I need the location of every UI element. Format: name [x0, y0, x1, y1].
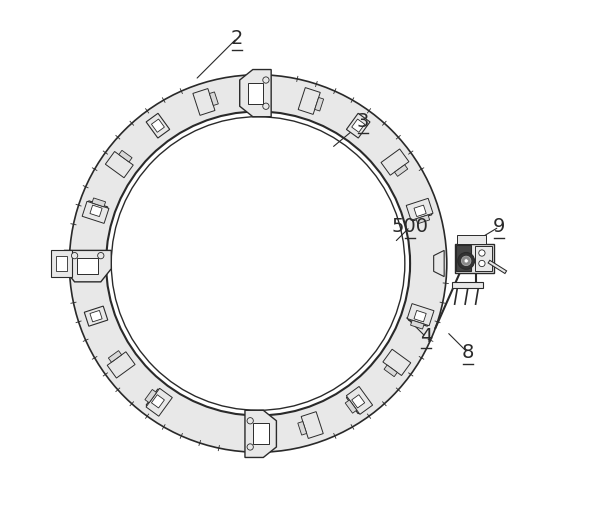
Circle shape	[479, 260, 485, 267]
Polygon shape	[82, 201, 109, 223]
Text: 8: 8	[461, 343, 474, 362]
Polygon shape	[84, 306, 108, 326]
Polygon shape	[298, 87, 320, 114]
Circle shape	[98, 252, 104, 259]
Circle shape	[70, 75, 447, 452]
Polygon shape	[146, 113, 170, 138]
Polygon shape	[146, 389, 170, 414]
Polygon shape	[251, 424, 265, 444]
Polygon shape	[407, 304, 434, 326]
Polygon shape	[298, 422, 307, 435]
Polygon shape	[395, 165, 408, 177]
Circle shape	[263, 103, 269, 110]
Polygon shape	[146, 388, 172, 416]
Polygon shape	[383, 349, 411, 376]
Bar	[455, 244, 494, 272]
Polygon shape	[345, 400, 357, 413]
Polygon shape	[209, 92, 218, 105]
Polygon shape	[92, 198, 106, 207]
Polygon shape	[346, 113, 370, 138]
Polygon shape	[406, 198, 433, 220]
Polygon shape	[416, 215, 430, 224]
Polygon shape	[384, 365, 397, 377]
Polygon shape	[381, 149, 409, 175]
Polygon shape	[414, 310, 426, 322]
Polygon shape	[434, 250, 444, 277]
Polygon shape	[253, 423, 269, 444]
Circle shape	[464, 259, 468, 263]
Circle shape	[479, 250, 485, 256]
Polygon shape	[90, 205, 102, 217]
Polygon shape	[245, 411, 277, 457]
Text: 2: 2	[231, 28, 243, 47]
Polygon shape	[352, 395, 365, 408]
Polygon shape	[409, 201, 432, 221]
Polygon shape	[90, 310, 102, 322]
Polygon shape	[346, 389, 370, 414]
Polygon shape	[254, 88, 262, 98]
Polygon shape	[106, 151, 133, 178]
Polygon shape	[414, 205, 426, 217]
Polygon shape	[193, 89, 215, 115]
Polygon shape	[64, 250, 111, 282]
Polygon shape	[346, 386, 373, 414]
Bar	[51, 250, 72, 277]
Polygon shape	[352, 119, 365, 132]
Polygon shape	[409, 306, 432, 326]
Circle shape	[247, 417, 253, 424]
Polygon shape	[109, 350, 122, 362]
Polygon shape	[107, 352, 135, 378]
Polygon shape	[145, 389, 157, 403]
Circle shape	[263, 77, 269, 83]
Polygon shape	[119, 150, 132, 162]
Bar	[475, 246, 492, 270]
Polygon shape	[84, 201, 108, 221]
Polygon shape	[151, 119, 164, 132]
Polygon shape	[254, 429, 262, 439]
Bar	[455, 246, 472, 271]
Circle shape	[247, 444, 253, 450]
Polygon shape	[251, 83, 265, 103]
Polygon shape	[301, 412, 323, 438]
Polygon shape	[410, 320, 424, 329]
Circle shape	[106, 112, 410, 415]
Text: 9: 9	[493, 217, 505, 236]
Polygon shape	[248, 83, 263, 104]
Text: 4: 4	[419, 327, 432, 346]
Circle shape	[461, 256, 471, 266]
Polygon shape	[77, 258, 98, 274]
Bar	[56, 256, 67, 271]
Polygon shape	[151, 395, 164, 408]
Circle shape	[458, 252, 475, 269]
Text: 500: 500	[392, 217, 428, 236]
Bar	[457, 235, 486, 245]
Circle shape	[71, 252, 78, 259]
Text: 3: 3	[357, 112, 369, 131]
Polygon shape	[315, 97, 323, 111]
Bar	[452, 282, 484, 288]
Polygon shape	[240, 70, 271, 116]
